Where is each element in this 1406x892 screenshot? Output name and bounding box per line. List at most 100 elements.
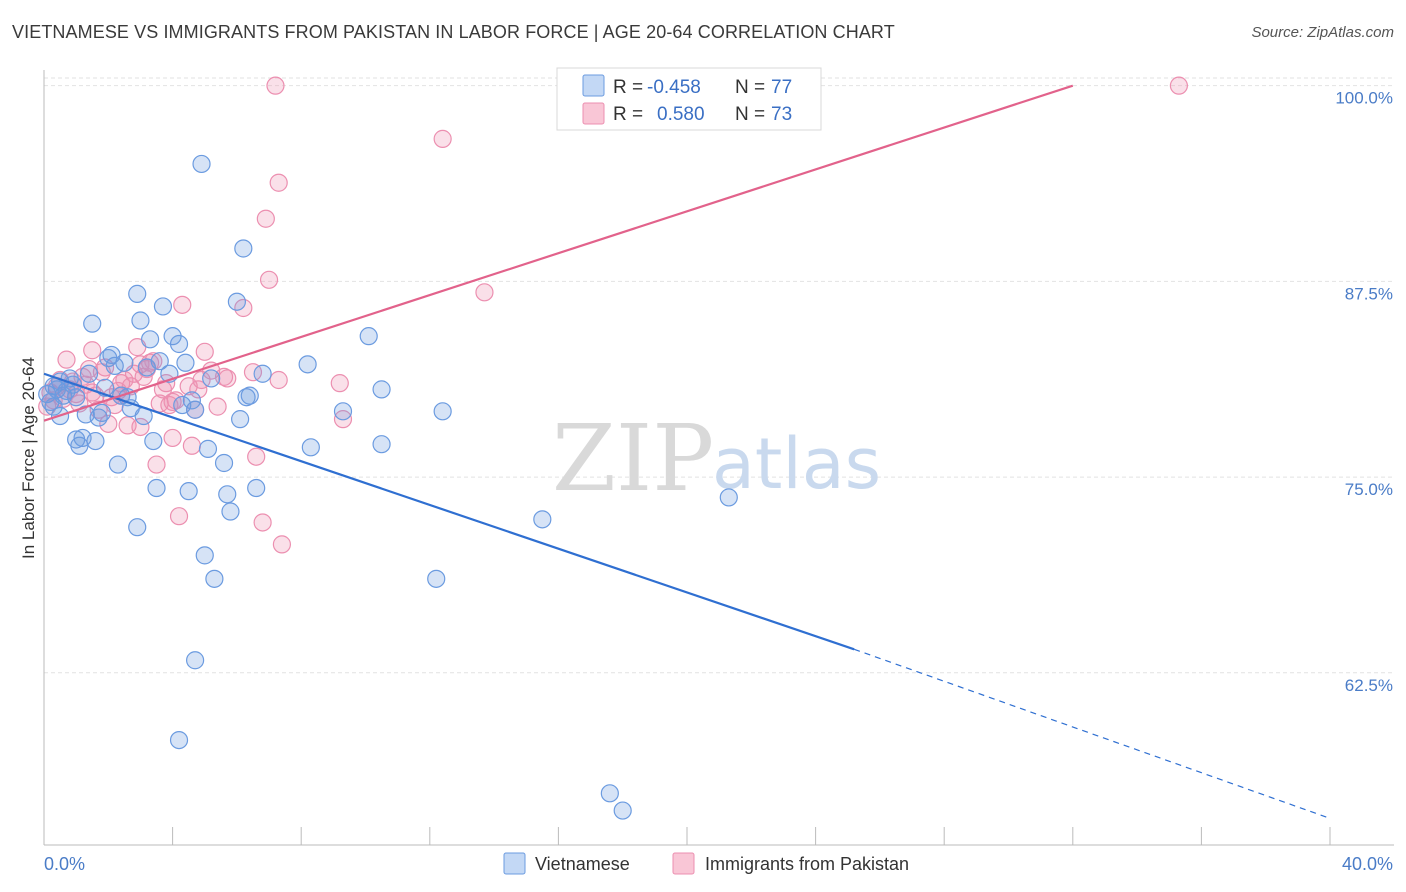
point-pakistan <box>475 283 494 302</box>
legend-n-value-2: 73 <box>771 104 792 125</box>
point-vietnamese <box>231 410 250 429</box>
legend-swatch-pakistan <box>582 102 605 125</box>
point-vietnamese <box>179 482 198 501</box>
point-vietnamese <box>67 388 86 407</box>
bottom-legend: Vietnamese Immigrants from Pakistan <box>503 852 909 875</box>
point-pakistan <box>163 428 182 448</box>
point-vietnamese <box>83 314 102 333</box>
legend-n-label-1: N = <box>735 77 765 98</box>
point-vietnamese <box>186 400 205 419</box>
point-pakistan <box>330 374 349 393</box>
watermark-zip: ZIP <box>552 405 714 512</box>
point-vietnamese <box>128 518 147 537</box>
legend-r-value-2: 0.580 <box>657 104 705 125</box>
point-pakistan <box>1169 76 1188 95</box>
point-pakistan <box>99 414 118 433</box>
point-vietnamese <box>198 439 218 458</box>
point-vietnamese <box>147 478 166 498</box>
point-vietnamese <box>195 546 214 565</box>
point-vietnamese <box>333 402 353 421</box>
point-vietnamese <box>186 651 205 670</box>
point-vietnamese <box>150 352 169 371</box>
point-pakistan <box>173 295 192 314</box>
point-vietnamese <box>115 353 134 372</box>
point-pakistan <box>333 410 353 429</box>
point-vietnamese <box>234 239 253 258</box>
point-vietnamese <box>613 801 632 820</box>
point-vietnamese <box>301 438 320 457</box>
trend-line-vietnamese <box>43 372 855 651</box>
point-vietnamese <box>253 364 272 383</box>
y-tick-labels: 62.5% 75.0% 87.5% 100.0% <box>1335 89 1393 695</box>
point-vietnamese <box>86 431 105 451</box>
point-pakistan <box>433 129 452 148</box>
x-tick-label-1: 40.0% <box>1342 854 1393 874</box>
trend-line-pakistan <box>43 84 1074 422</box>
point-pakistan <box>269 173 288 192</box>
bottom-legend-swatch-vietnamese <box>503 852 526 875</box>
point-vietnamese <box>108 455 128 474</box>
x-tick-label-0: 0.0% <box>44 854 85 874</box>
point-pakistan <box>195 342 214 361</box>
point-vietnamese <box>221 502 240 521</box>
point-vietnamese <box>153 297 173 316</box>
trend-line-vietnamese-extension <box>853 648 1331 819</box>
legend-r-label-2: R = <box>613 104 643 125</box>
point-pakistan <box>208 397 227 416</box>
point-pakistan <box>269 370 288 390</box>
series-vietnamese-points <box>38 154 738 820</box>
point-pakistan <box>266 76 285 95</box>
watermark: ZIP atlas <box>552 405 881 512</box>
point-pakistan <box>247 447 266 466</box>
point-vietnamese <box>359 327 378 346</box>
axes <box>43 70 1394 846</box>
point-vietnamese <box>205 569 224 588</box>
point-vietnamese <box>533 510 552 529</box>
legend-r-value-1: -0.458 <box>647 77 701 98</box>
point-pakistan <box>253 513 272 532</box>
point-vietnamese <box>240 386 259 405</box>
bottom-legend-pakistan: Immigrants from Pakistan <box>705 854 909 874</box>
point-vietnamese <box>433 402 452 421</box>
point-pakistan <box>272 535 292 554</box>
source-label: Source: ZipAtlas.com <box>1251 24 1394 41</box>
y-axis-label: In Labor Force | Age 20-64 <box>19 357 38 559</box>
point-pakistan <box>169 507 189 526</box>
y-tick-label-3: 100.0% <box>1335 89 1393 108</box>
y-tick-label-0: 62.5% <box>1345 676 1393 695</box>
point-pakistan <box>147 455 166 474</box>
point-vietnamese <box>176 353 195 372</box>
point-vietnamese <box>128 284 147 303</box>
point-vietnamese <box>192 154 211 174</box>
point-vietnamese <box>427 569 446 588</box>
legend-n-label-2: N = <box>735 104 765 125</box>
y-tick-label-2: 87.5% <box>1345 284 1393 303</box>
point-vietnamese <box>202 369 221 388</box>
point-pakistan <box>256 209 275 228</box>
chart-title: VIETNAMESE VS IMMIGRANTS FROM PAKISTAN I… <box>12 22 895 42</box>
point-vietnamese <box>247 478 266 498</box>
point-vietnamese <box>144 431 163 451</box>
point-vietnamese <box>214 453 234 473</box>
legend-r-label-1: R = <box>613 77 643 98</box>
trend-lines <box>43 84 1331 819</box>
point-vietnamese <box>227 292 246 311</box>
point-vietnamese <box>140 330 160 349</box>
watermark-atlas: atlas <box>712 423 881 505</box>
point-pakistan <box>163 392 182 412</box>
legend-swatch-vietnamese <box>582 74 605 97</box>
point-vietnamese <box>92 403 111 422</box>
y-tick-label-1: 75.0% <box>1345 480 1393 499</box>
point-vietnamese <box>169 731 189 750</box>
point-vietnamese <box>372 380 391 399</box>
point-pakistan <box>259 270 279 289</box>
point-vietnamese <box>298 355 317 374</box>
point-vietnamese <box>600 784 619 803</box>
point-pakistan <box>182 436 201 455</box>
point-vietnamese <box>372 435 391 454</box>
top-legend: R = -0.458 N = 77 R = 0.580 N = 73 <box>556 67 822 131</box>
bottom-legend-swatch-pakistan <box>672 852 695 875</box>
point-pakistan <box>57 350 76 369</box>
point-vietnamese <box>719 488 738 507</box>
